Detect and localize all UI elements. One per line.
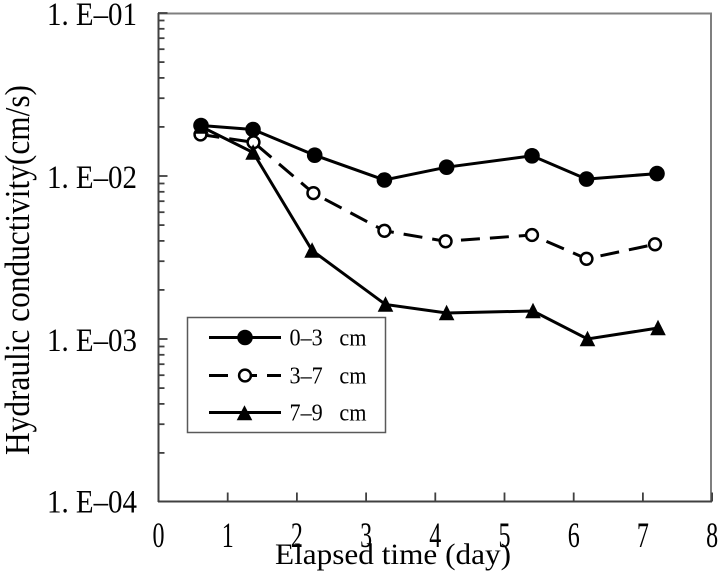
svg-text:8: 8 — [706, 515, 718, 555]
svg-text:1. E–01: 1. E–01 — [47, 0, 137, 33]
svg-text:4: 4 — [429, 515, 441, 555]
svg-text:3: 3 — [360, 515, 372, 555]
svg-text:7–9 cm: 7–9 cm — [290, 401, 367, 427]
svg-text:2: 2 — [291, 515, 303, 555]
svg-text:1. E–02: 1. E–02 — [47, 160, 137, 196]
svg-text:1. E–04: 1. E–04 — [47, 485, 137, 521]
svg-text:Elapsed time (day): Elapsed time (day) — [275, 538, 511, 571]
svg-text:0: 0 — [153, 515, 165, 555]
svg-text:6: 6 — [568, 515, 580, 555]
svg-text:1. E–03: 1. E–03 — [47, 323, 137, 359]
svg-text:Hydraulic conductivity(cm/s): Hydraulic conductivity(cm/s) — [0, 85, 37, 455]
svg-text:5: 5 — [499, 515, 511, 555]
svg-text:3–7 cm: 3–7 cm — [290, 364, 367, 390]
svg-text:1: 1 — [222, 515, 234, 555]
svg-text:7: 7 — [637, 515, 649, 555]
svg-text:0–3 cm: 0–3 cm — [290, 326, 367, 352]
